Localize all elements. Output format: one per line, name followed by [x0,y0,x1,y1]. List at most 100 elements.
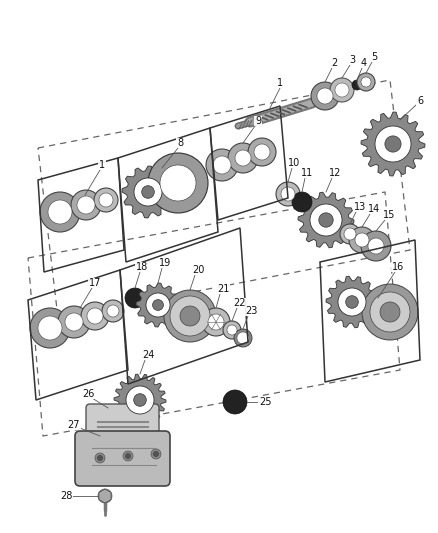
Circle shape [208,314,224,330]
Circle shape [338,288,366,316]
Circle shape [126,386,154,414]
Circle shape [125,288,145,308]
Circle shape [361,231,391,261]
Circle shape [148,153,208,213]
Circle shape [206,149,238,181]
Text: 10: 10 [288,158,300,168]
Circle shape [48,200,72,224]
Text: 6: 6 [417,96,423,106]
Circle shape [30,308,70,348]
Circle shape [375,126,411,162]
Circle shape [370,292,410,332]
Polygon shape [122,166,174,218]
Circle shape [380,302,400,322]
Circle shape [160,165,196,201]
Text: 21: 21 [217,284,229,294]
Circle shape [134,178,162,206]
Circle shape [146,293,170,317]
Circle shape [248,138,276,166]
Polygon shape [326,276,378,328]
Circle shape [235,150,251,166]
Circle shape [126,454,131,458]
FancyBboxPatch shape [75,431,170,486]
Text: 3: 3 [349,55,355,65]
Circle shape [344,228,356,240]
Text: 1: 1 [99,160,105,170]
Circle shape [95,453,105,463]
Circle shape [311,82,339,110]
Text: 14: 14 [368,204,380,214]
Text: 25: 25 [259,397,271,407]
Circle shape [71,190,101,220]
Text: 9: 9 [255,116,261,126]
Circle shape [87,308,103,324]
Circle shape [180,306,200,326]
FancyBboxPatch shape [86,404,159,440]
Circle shape [202,308,230,336]
Circle shape [223,321,241,339]
Text: 19: 19 [159,258,171,268]
Circle shape [357,73,375,91]
Text: 22: 22 [234,298,246,308]
Circle shape [254,144,270,160]
Circle shape [330,78,354,102]
Circle shape [346,296,358,308]
Circle shape [362,284,418,340]
Circle shape [164,290,216,342]
Text: 17: 17 [89,278,101,288]
Circle shape [355,233,369,247]
Text: 28: 28 [60,491,72,501]
Circle shape [98,456,102,461]
Circle shape [227,325,237,335]
Text: 8: 8 [177,138,183,148]
Circle shape [98,489,112,503]
Circle shape [292,192,312,212]
Circle shape [319,213,333,227]
Circle shape [152,300,163,310]
Circle shape [94,188,118,212]
Polygon shape [114,374,166,426]
Circle shape [340,224,360,244]
Circle shape [107,305,119,317]
Circle shape [58,306,90,338]
Circle shape [237,332,249,344]
Circle shape [151,449,161,459]
Circle shape [134,394,146,406]
Circle shape [40,192,80,232]
Polygon shape [298,192,354,248]
Circle shape [153,451,159,456]
Circle shape [223,390,247,414]
Circle shape [81,302,109,330]
Circle shape [276,182,300,206]
Circle shape [335,83,349,97]
Circle shape [38,316,62,340]
Circle shape [281,187,295,201]
Text: 2: 2 [331,58,337,68]
Circle shape [368,238,384,254]
Circle shape [102,300,124,322]
Circle shape [234,329,252,347]
Text: 18: 18 [136,262,148,272]
Circle shape [228,143,258,173]
Circle shape [213,156,231,174]
Polygon shape [361,112,425,176]
Text: 15: 15 [383,210,395,220]
Circle shape [77,196,95,214]
Circle shape [142,185,154,198]
Text: 16: 16 [392,262,404,272]
Text: 12: 12 [329,168,341,178]
Circle shape [317,88,333,104]
Text: 13: 13 [354,202,366,212]
Circle shape [349,227,375,253]
Text: 1: 1 [277,78,283,88]
Circle shape [385,136,401,152]
Text: 27: 27 [68,420,80,430]
Circle shape [170,296,210,336]
Circle shape [65,313,83,331]
Text: 24: 24 [142,350,154,360]
Text: 4: 4 [361,58,367,68]
Circle shape [123,451,133,461]
Circle shape [352,80,362,90]
Text: 11: 11 [301,168,313,178]
Text: 20: 20 [192,265,204,275]
